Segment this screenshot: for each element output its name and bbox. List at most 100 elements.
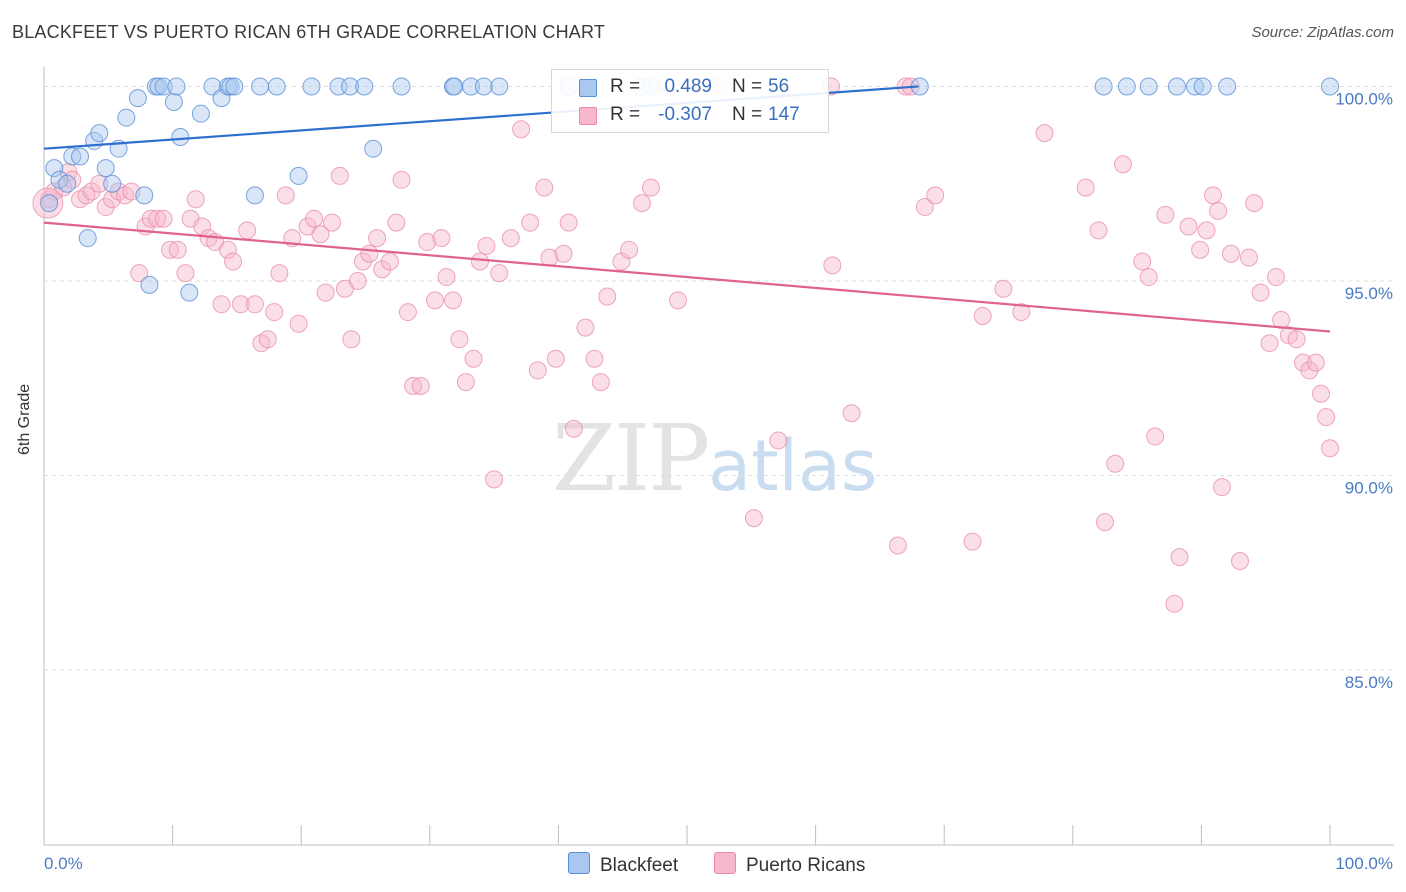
legend-item-blackfeet[interactable]: Blackfeet	[568, 852, 678, 877]
puerto-ricans-point	[348, 271, 367, 290]
blackfeet-point	[154, 77, 173, 96]
blackfeet-point	[45, 159, 64, 178]
puerto-ricans-point	[1239, 248, 1258, 267]
blackfeet-point	[1218, 77, 1237, 96]
blackfeet-point	[302, 77, 321, 96]
puerto-ricans-point	[387, 213, 406, 232]
puerto-ricans-point	[311, 225, 330, 244]
puerto-ricans-point	[1106, 454, 1125, 473]
stats-row-puerto-ricans: R = -0.307 N = 147	[552, 101, 828, 129]
puerto-ricans-point	[276, 186, 295, 205]
puerto-ricans-swatch	[579, 107, 597, 125]
puerto-ricans-point	[238, 221, 257, 240]
puerto-ricans-trend-line	[43, 221, 1331, 333]
puerto-ricans-point	[1209, 201, 1228, 220]
puerto-ricans-points	[32, 77, 1339, 613]
puerto-ricans-point	[1165, 594, 1184, 613]
blackfeet-point	[1321, 77, 1339, 96]
blackfeet-point	[40, 194, 59, 213]
puerto-ricans-point	[1197, 221, 1216, 240]
puerto-ricans-point	[231, 295, 250, 314]
watermark-atlas: atlas	[708, 425, 878, 507]
n-label: N =	[732, 104, 763, 125]
puerto-ricans-point	[546, 349, 565, 368]
puerto-ricans-point	[270, 264, 289, 283]
puerto-ricans-point	[218, 240, 237, 259]
blackfeet-point	[1094, 77, 1113, 96]
puerto-ricans-point	[598, 287, 617, 306]
puerto-ricans-point	[769, 431, 788, 450]
puerto-ricans-point	[392, 170, 411, 189]
puerto-ricans-point	[176, 264, 195, 283]
puerto-ricans-point	[437, 268, 456, 287]
blackfeet-point	[392, 77, 411, 96]
puerto-ricans-point	[632, 194, 651, 213]
legend-item-puerto-ricans[interactable]: Puerto Ricans	[714, 852, 865, 877]
puerto-ricans-point	[1311, 384, 1330, 403]
blackfeet-n-value: 56	[768, 76, 790, 97]
blackfeet-point	[355, 77, 374, 96]
puerto-ricans-point	[521, 213, 540, 232]
puerto-ricans-point	[823, 256, 842, 275]
puerto-ricans-point	[528, 361, 547, 380]
puerto-ricans-point	[1251, 283, 1270, 302]
puerto-ricans-point	[963, 532, 982, 551]
gridlines	[44, 85, 1394, 671]
puerto-ricans-point	[265, 303, 284, 322]
puerto-ricans-point	[456, 373, 475, 392]
stats-box: R = 0.489 N = 56 R = -0.307 N = 147	[551, 69, 829, 133]
puerto-ricans-cluster-point	[32, 187, 64, 219]
puerto-ricans-point	[1245, 194, 1264, 213]
puerto-ricans-point	[168, 240, 187, 259]
blackfeet-swatch	[579, 79, 597, 97]
puerto-ricans-point	[501, 229, 520, 248]
blackfeet-point	[461, 77, 480, 96]
blackfeet-point	[1117, 77, 1136, 96]
puerto-ricans-point	[512, 120, 531, 139]
puerto-ricans-point	[1133, 252, 1152, 271]
blackfeet-point	[149, 77, 168, 96]
y-tick-label: 85.0%	[1345, 673, 1393, 692]
y-tick-label: 95.0%	[1345, 284, 1393, 303]
puerto-ricans-point	[90, 174, 109, 193]
puerto-ricans-point	[148, 209, 167, 228]
puerto-ricans-point	[576, 318, 595, 337]
y-tick-label: 100.0%	[1335, 89, 1393, 108]
x-tick-label: 100.0%	[1335, 854, 1393, 873]
stats-row-blackfeet: R = 0.489 N = 56	[552, 73, 828, 101]
legend-swatch-puerto-ricans	[714, 852, 736, 874]
blackfeet-point	[225, 77, 244, 96]
puerto-ricans-n-value: 147	[768, 104, 800, 125]
puerto-ricans-point	[1113, 155, 1132, 174]
blackfeet-point	[289, 166, 308, 185]
puerto-ricans-point	[1076, 178, 1095, 197]
y-tick-label: 90.0%	[1345, 478, 1393, 497]
puerto-ricans-point	[554, 244, 573, 263]
puerto-ricans-point	[373, 260, 392, 279]
puerto-ricans-point	[360, 244, 379, 263]
puerto-ricans-point	[490, 264, 509, 283]
puerto-ricans-point	[994, 279, 1013, 298]
puerto-ricans-point	[1170, 548, 1189, 567]
puerto-ricans-point	[1317, 408, 1336, 427]
legend-swatch-blackfeet	[568, 852, 590, 874]
puerto-ricans-point	[212, 295, 231, 314]
puerto-ricans-point	[559, 213, 578, 232]
puerto-ricans-point	[443, 291, 462, 310]
blackfeet-point	[96, 159, 115, 178]
puerto-ricans-point	[316, 283, 335, 302]
puerto-ricans-point	[1287, 330, 1306, 349]
puerto-ricans-point	[450, 330, 469, 349]
puerto-ricans-point	[888, 536, 907, 555]
x-tick-label: 0.0%	[44, 854, 83, 873]
blackfeet-point	[1193, 77, 1212, 96]
puerto-ricans-point	[1212, 478, 1231, 497]
blackfeet-point	[180, 283, 199, 302]
blackfeet-point	[474, 77, 493, 96]
chart-title: BLACKFEET VS PUERTO RICAN 6TH GRADE CORR…	[12, 22, 606, 42]
blackfeet-point	[71, 147, 90, 166]
puerto-ricans-point	[368, 229, 387, 248]
puerto-ricans-point	[1012, 303, 1031, 322]
puerto-ricans-point	[398, 303, 417, 322]
blackfeet-point	[90, 124, 109, 143]
